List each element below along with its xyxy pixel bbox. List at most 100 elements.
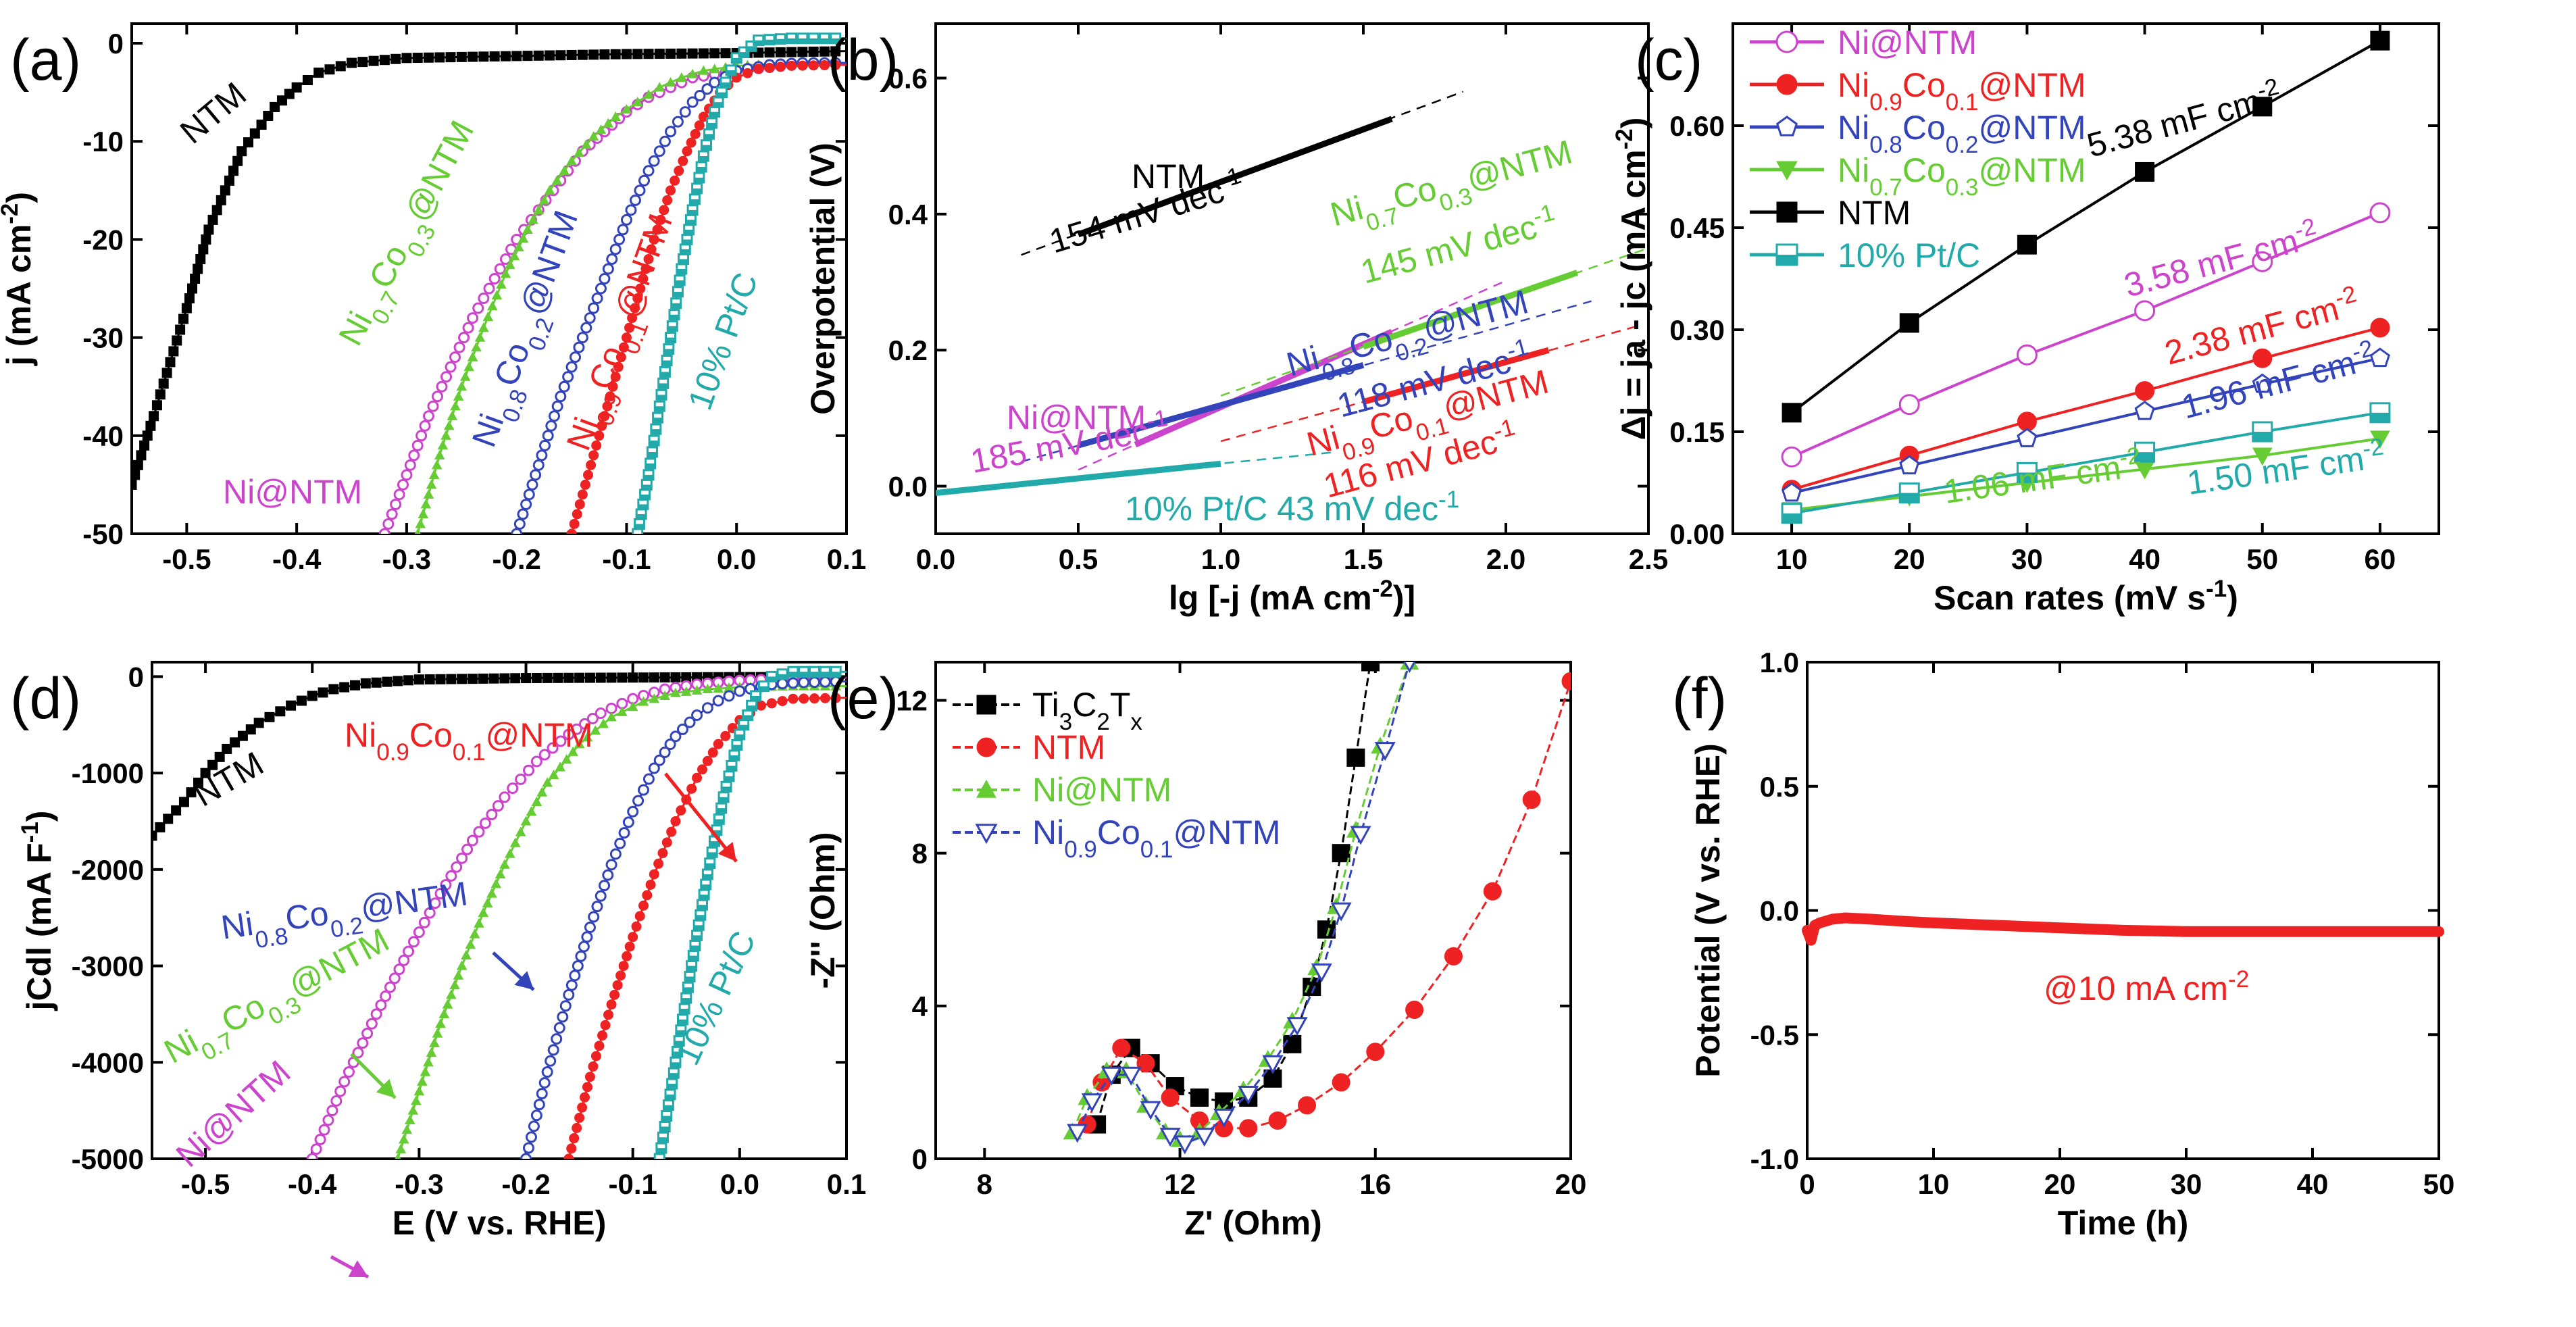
data-point-fill (667, 1083, 677, 1088)
data-point-fill (701, 884, 711, 890)
data-point (440, 430, 451, 440)
data-point (557, 1011, 569, 1023)
data-point (599, 411, 610, 422)
data-point (582, 1082, 592, 1093)
data-point (649, 693, 660, 703)
data-point-fill (704, 134, 714, 139)
y-tick-label: -30 (82, 322, 124, 354)
data-point (638, 696, 649, 706)
data-point (588, 450, 599, 461)
data-point (542, 777, 553, 787)
data-point (165, 357, 176, 368)
data-point (520, 498, 532, 510)
y-axis-title: Potential (V vs. RHE) (1689, 743, 1727, 1078)
data-point (371, 677, 382, 688)
data-point (390, 53, 401, 64)
data-point (709, 48, 720, 59)
x-tick-label: 50 (2423, 1168, 2455, 1200)
data-point (505, 259, 515, 270)
data-point (659, 135, 671, 147)
data-point-fill (797, 38, 807, 43)
x-tick-label: 0 (1799, 1168, 1815, 1200)
data-point (326, 1105, 338, 1117)
y-tick-label: 0.0 (888, 471, 928, 503)
data-point (819, 693, 830, 703)
data-point (566, 528, 577, 534)
data-point-fill (634, 524, 645, 529)
data-point (457, 674, 468, 684)
data-point (2252, 447, 2273, 466)
annotation-label: 10% Pt/C (681, 268, 765, 415)
data-point (458, 332, 470, 344)
data-point (563, 988, 575, 1001)
data-point (632, 293, 643, 304)
data-point (614, 837, 626, 849)
y-axis-title: -Z'' (Ohm) (804, 832, 842, 988)
data-point (445, 870, 457, 882)
data-point (702, 755, 713, 766)
data-point (798, 676, 810, 688)
tafel-NTM (1021, 91, 1464, 256)
fit-line (1791, 326, 2381, 491)
data-point (222, 743, 232, 754)
x-tick-label: -0.3 (395, 1168, 443, 1200)
tafel-line (936, 460, 1221, 497)
data-point (665, 77, 676, 87)
data-point (339, 682, 350, 693)
data-point (424, 674, 435, 684)
y-tick-label: 0 (108, 28, 124, 59)
y-tick-label: 4 (912, 991, 928, 1022)
data-point (702, 683, 713, 694)
data-point (595, 672, 606, 683)
data-point (565, 979, 578, 991)
legend-entry: Ni0.9Co0.1@NTM (953, 813, 1281, 863)
x-tick-label: 16 (1359, 1168, 1391, 1200)
data-point (417, 1076, 428, 1086)
data-point (679, 106, 691, 118)
data-point-fill (799, 672, 809, 677)
data-point (487, 301, 498, 311)
y-tick-label: 8 (912, 838, 928, 870)
tafel-line (1362, 270, 1578, 350)
data-point (606, 253, 618, 265)
data-point (643, 49, 654, 59)
x-tick-label: 0.5 (1059, 543, 1098, 575)
data-point (670, 816, 681, 826)
data-point (551, 175, 563, 185)
data-point-fill (819, 38, 830, 43)
data-point (628, 672, 638, 683)
data-point (617, 706, 628, 716)
data-point (579, 718, 591, 730)
data-point (411, 439, 424, 451)
data-point (473, 826, 485, 838)
data-point (1081, 1093, 1103, 1113)
data-point (678, 155, 688, 166)
data-point (638, 174, 651, 186)
data-point (447, 410, 458, 420)
data-point (420, 1066, 431, 1076)
data-point (264, 711, 275, 722)
legend-entry: 10% Pt/C (1750, 236, 1980, 274)
data-point (500, 51, 511, 61)
data-point (132, 479, 137, 490)
data-point (574, 738, 585, 749)
y-tick-label: 0 (912, 1143, 928, 1175)
data-point (190, 274, 201, 284)
data-point-fill (660, 372, 670, 377)
data-point (186, 787, 197, 798)
data-point (635, 283, 646, 294)
data-point (483, 282, 495, 295)
data-point (149, 411, 159, 422)
data-point (429, 1037, 440, 1047)
data-point (548, 410, 560, 422)
data-point-fill (703, 874, 713, 879)
data-point (1361, 662, 1380, 672)
data-point (1311, 963, 1332, 983)
data-point (665, 185, 676, 196)
data-point (286, 700, 297, 711)
data-point (588, 302, 600, 314)
y-tick-label: 0.60 (1669, 110, 1725, 142)
data-point (511, 528, 523, 534)
data-point (591, 440, 602, 451)
data-point-fill (726, 70, 736, 75)
